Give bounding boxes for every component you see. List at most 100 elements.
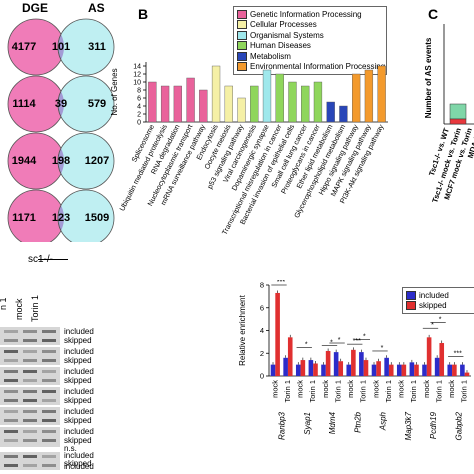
legend-label: Cellular Processes: [250, 20, 317, 30]
gel-band-label: skipped: [64, 436, 92, 445]
bar: [326, 101, 335, 123]
bar-skipped: [388, 364, 394, 376]
x-tick-label: mock: [422, 380, 431, 398]
gel-band-label: skipped: [64, 376, 92, 385]
gene-label: Syap1: [303, 412, 312, 435]
gene-label: Map3k7: [404, 411, 413, 440]
y-axis-label: No. of Genes: [110, 68, 119, 115]
bar-skipped: [401, 364, 407, 376]
bar-included: [371, 364, 377, 376]
x-tick-label: Torin 1: [283, 380, 292, 403]
enrichment-legend: included skipped: [402, 287, 474, 314]
bar: [224, 85, 233, 123]
venn-overlap: [57, 76, 64, 132]
gel-band: [4, 464, 18, 467]
legend-entry: included: [406, 290, 474, 301]
significance-mark: *: [439, 317, 442, 324]
significance-mark: ***: [353, 338, 361, 345]
bar-included: [295, 364, 301, 376]
gel-band-label: included: [64, 462, 94, 471]
gel-band: [42, 464, 56, 467]
significance-mark: *: [431, 322, 434, 329]
bar-included: [396, 364, 402, 376]
legend-label: Environmental Information Processing: [250, 62, 386, 72]
bar-skipped: [452, 364, 457, 376]
gene-label: Asph: [379, 411, 388, 431]
bar-included: [333, 352, 339, 376]
bar: [377, 65, 386, 123]
venn-count-left: 1114: [12, 98, 36, 110]
bar: [173, 85, 182, 123]
gel-band-label: included: [64, 451, 94, 460]
gel-band: [4, 350, 18, 353]
gel-band: [4, 430, 18, 433]
legend-label: included: [419, 290, 449, 300]
venn-count-right: 579: [87, 98, 107, 110]
y-axis-label: Number of AS events: [424, 37, 433, 118]
bar: [211, 65, 221, 123]
gel-band: [42, 390, 56, 393]
gel-band: [23, 410, 37, 413]
bar: [148, 81, 157, 123]
y-tick-label: 10: [133, 80, 141, 87]
kegg-legend: Genetic Information Processing Cellular P…: [233, 6, 387, 75]
bar-segment: [449, 103, 467, 120]
gel-band-label: included: [64, 387, 94, 396]
bar: [288, 81, 297, 123]
y-tick-label: 6: [260, 303, 264, 312]
x-tick-label: mock: [270, 380, 279, 398]
gel-band-label: skipped: [64, 396, 92, 405]
x-tick-label: Torin 1: [359, 380, 368, 403]
y-tick-label: 4: [137, 104, 141, 111]
gel-band: [42, 350, 56, 353]
bar-skipped: [275, 292, 280, 376]
gel-band: [23, 379, 37, 382]
gel-band: [23, 419, 37, 422]
gel-band: [4, 359, 18, 362]
bar-included: [422, 364, 427, 376]
venn-count-overlap: 101: [51, 41, 71, 53]
x-tick-label: mock: [371, 380, 380, 398]
y-tick-label: 4: [260, 326, 264, 335]
gel-band: [4, 379, 18, 382]
gel-band: [23, 399, 37, 402]
gene-label: Gabpb2: [454, 411, 463, 440]
gel-band: [23, 370, 37, 373]
significance-mark: ***: [277, 280, 285, 286]
gel-band: [23, 330, 37, 333]
legend-swatch: [406, 301, 416, 311]
bar-included: [308, 360, 314, 376]
gel-band: [23, 350, 37, 353]
gel-band: [23, 390, 37, 393]
y-tick-label: 6: [137, 96, 141, 103]
gel-band-label: included: [64, 407, 94, 416]
gel-band: [4, 339, 18, 342]
bar-skipped: [439, 343, 445, 376]
venn-overlap: [57, 190, 64, 242]
venn-count-left: 1171: [12, 212, 36, 224]
gel-band: [4, 390, 18, 393]
gel-band: [42, 399, 56, 402]
gel-band: [23, 339, 37, 342]
bar: [313, 81, 323, 123]
bar: [301, 85, 310, 123]
legend-swatch: [237, 62, 247, 72]
gel-band: [42, 430, 56, 433]
venn-circles: [7, 18, 115, 242]
gel-band: [42, 410, 56, 413]
significance-mark: *: [305, 342, 308, 349]
gel-band: [42, 339, 56, 342]
legend-entry: Human Diseases: [237, 41, 383, 52]
bar: [186, 77, 195, 123]
gel-band: [23, 455, 37, 458]
gel-band: [4, 419, 18, 422]
gene-label: Ptn2b: [353, 411, 362, 432]
venn-overlap: [57, 133, 64, 189]
bar-skipped: [426, 337, 432, 376]
bar-included: [447, 364, 453, 376]
gel-band: [42, 379, 56, 382]
bar-skipped: [363, 360, 369, 376]
bar-included: [321, 364, 326, 376]
venn-count-overlap: 39: [54, 98, 68, 110]
